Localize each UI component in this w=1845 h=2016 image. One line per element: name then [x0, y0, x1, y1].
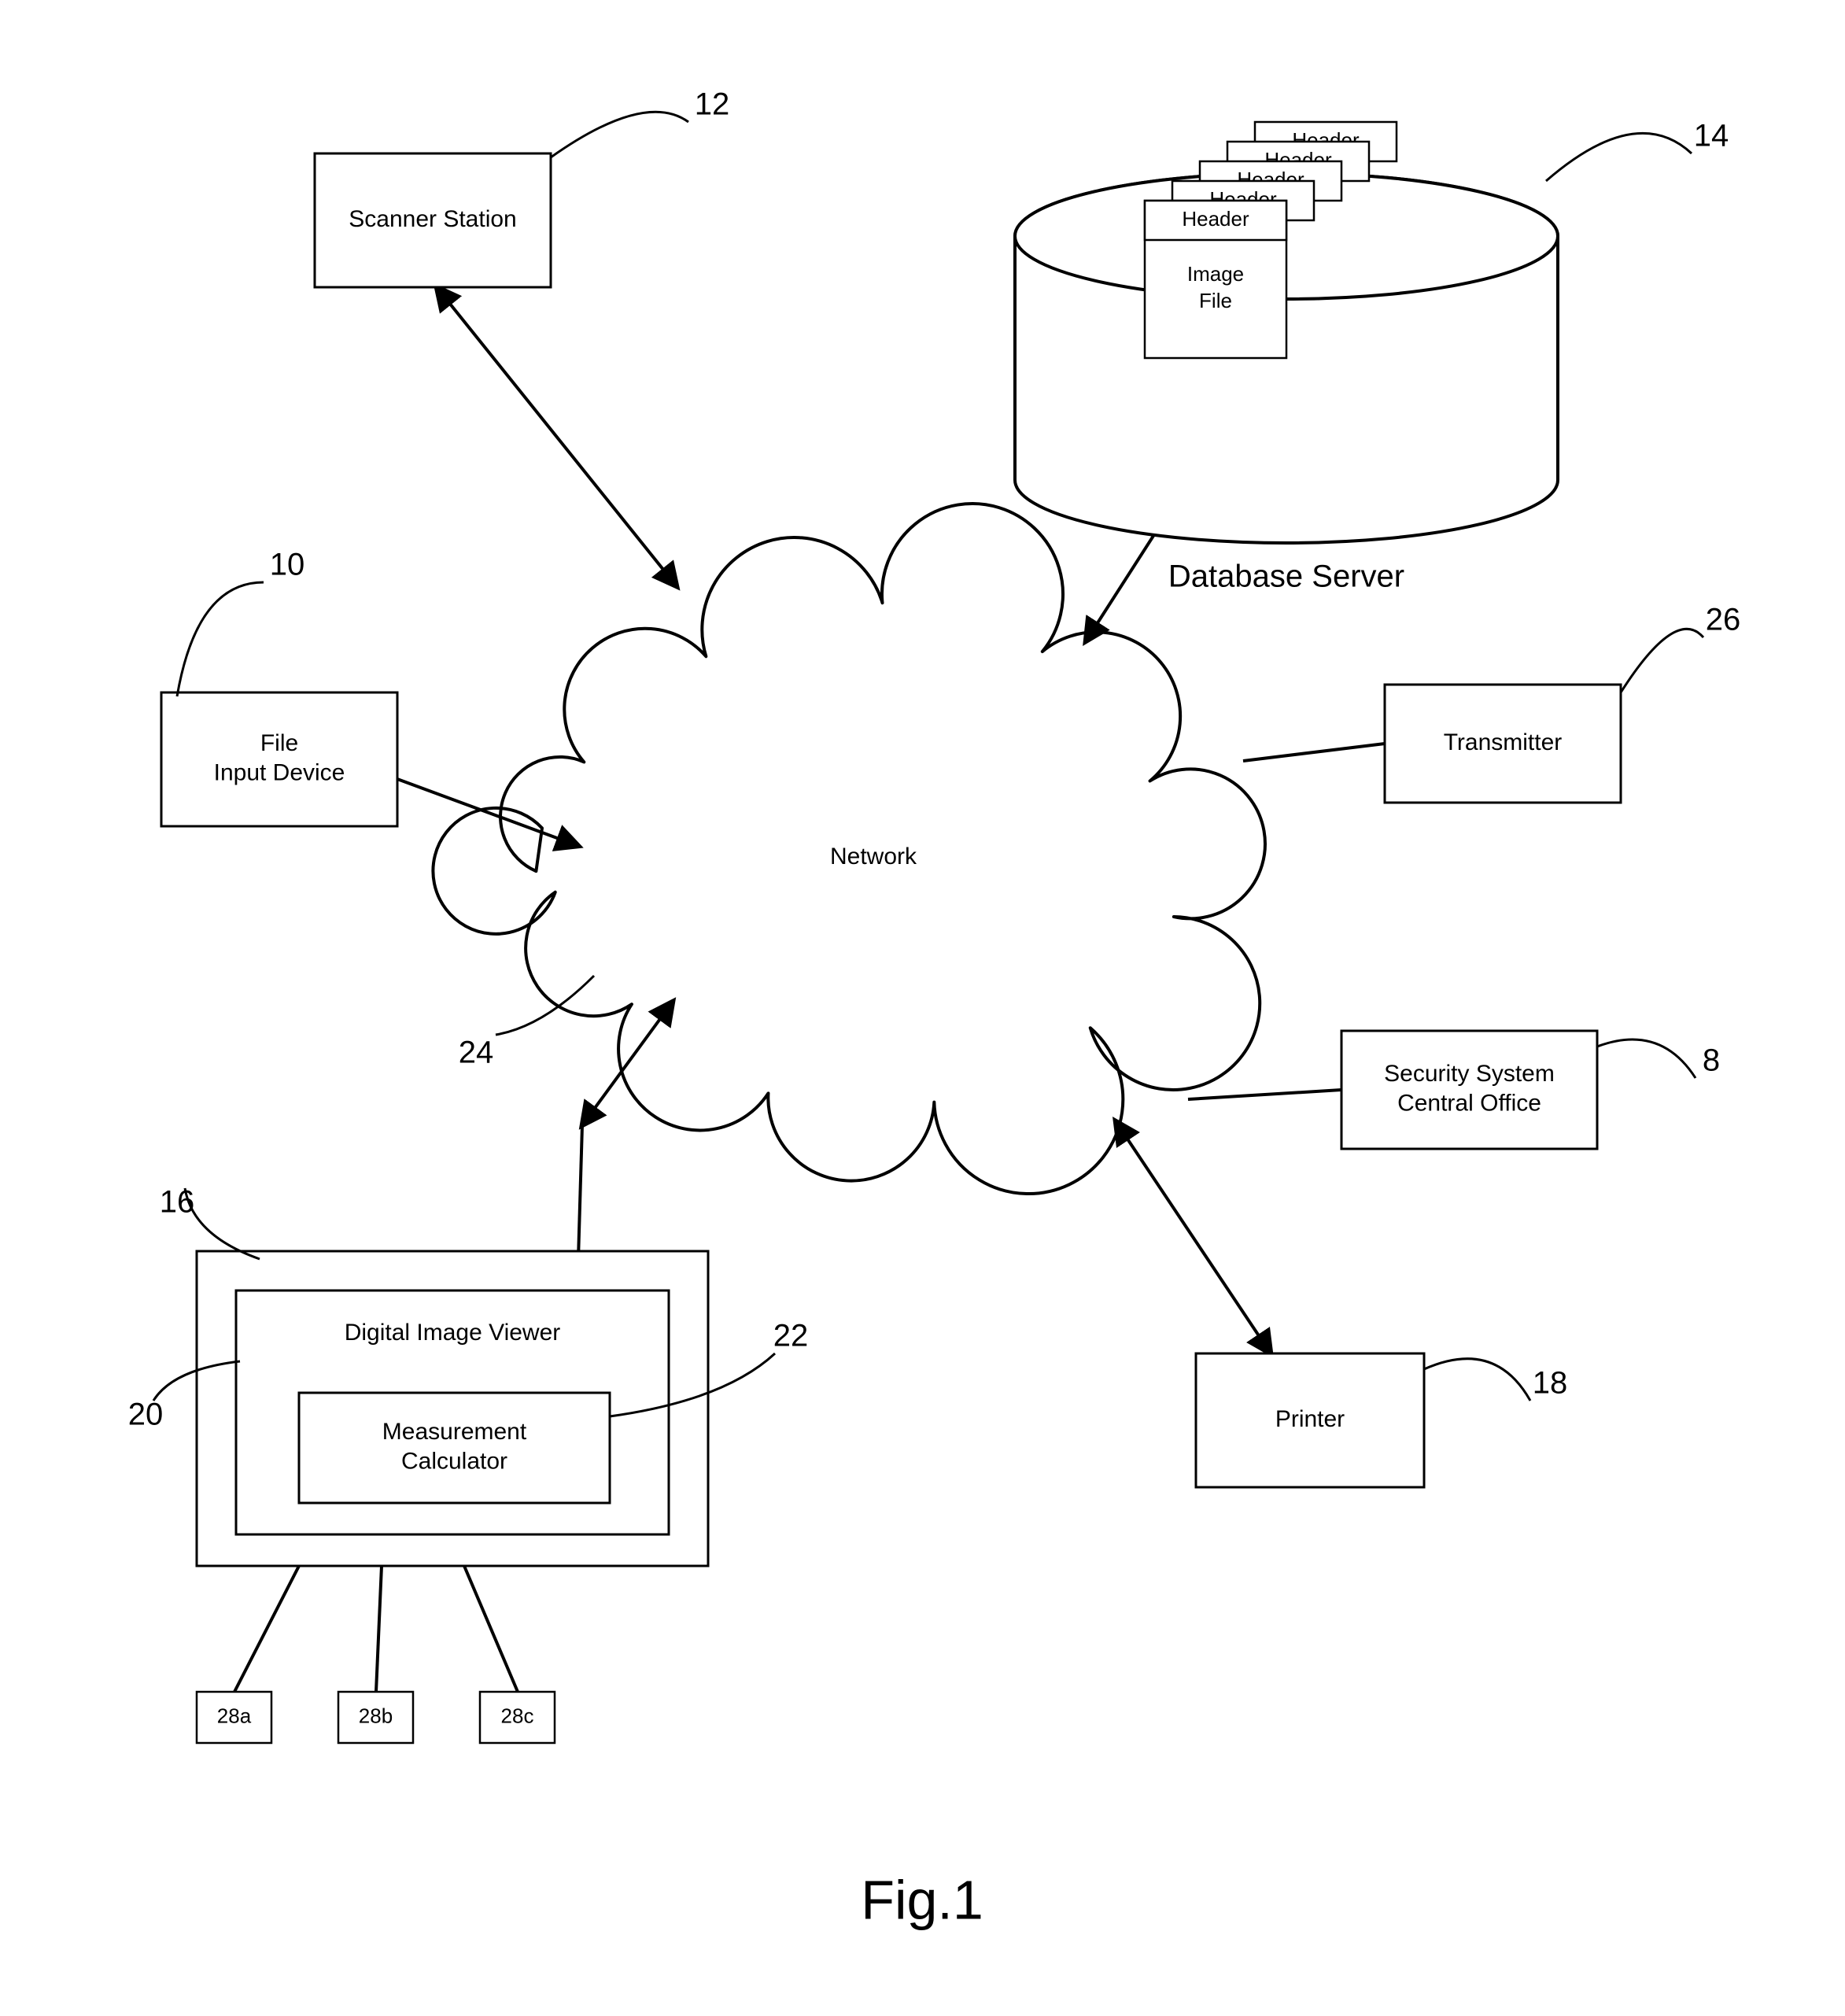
svg-text:Calculator: Calculator — [401, 1449, 507, 1475]
svg-text:Transmitter: Transmitter — [1444, 729, 1563, 755]
svg-text:18: 18 — [1533, 1366, 1568, 1401]
svg-text:16: 16 — [160, 1185, 195, 1220]
svg-text:24: 24 — [459, 1036, 494, 1070]
svg-text:Network: Network — [830, 844, 917, 870]
svg-text:28b: 28b — [359, 1704, 393, 1727]
svg-text:22: 22 — [773, 1319, 809, 1353]
svg-text:28a: 28a — [217, 1704, 252, 1727]
svg-text:File: File — [260, 730, 298, 756]
svg-text:Measurement: Measurement — [382, 1419, 527, 1445]
svg-text:Printer: Printer — [1275, 1406, 1345, 1432]
svg-text:File: File — [1199, 289, 1232, 312]
svg-text:Scanner Station: Scanner Station — [349, 206, 516, 232]
svg-text:Image: Image — [1187, 262, 1244, 286]
svg-text:10: 10 — [270, 548, 305, 582]
svg-text:8: 8 — [1703, 1043, 1720, 1078]
svg-text:Input Device: Input Device — [214, 760, 345, 786]
svg-text:Security System: Security System — [1384, 1061, 1555, 1087]
svg-text:Fig.1: Fig.1 — [861, 1869, 983, 1930]
svg-text:Digital Image Viewer: Digital Image Viewer — [345, 1320, 561, 1346]
svg-text:12: 12 — [695, 87, 730, 122]
svg-text:Database Server: Database Server — [1168, 559, 1404, 594]
svg-text:14: 14 — [1694, 119, 1729, 153]
svg-text:26: 26 — [1706, 603, 1741, 637]
svg-text:20: 20 — [128, 1398, 164, 1432]
svg-text:Header: Header — [1182, 207, 1249, 231]
svg-text:28c: 28c — [501, 1704, 534, 1727]
svg-text:Central Office: Central Office — [1397, 1091, 1541, 1117]
